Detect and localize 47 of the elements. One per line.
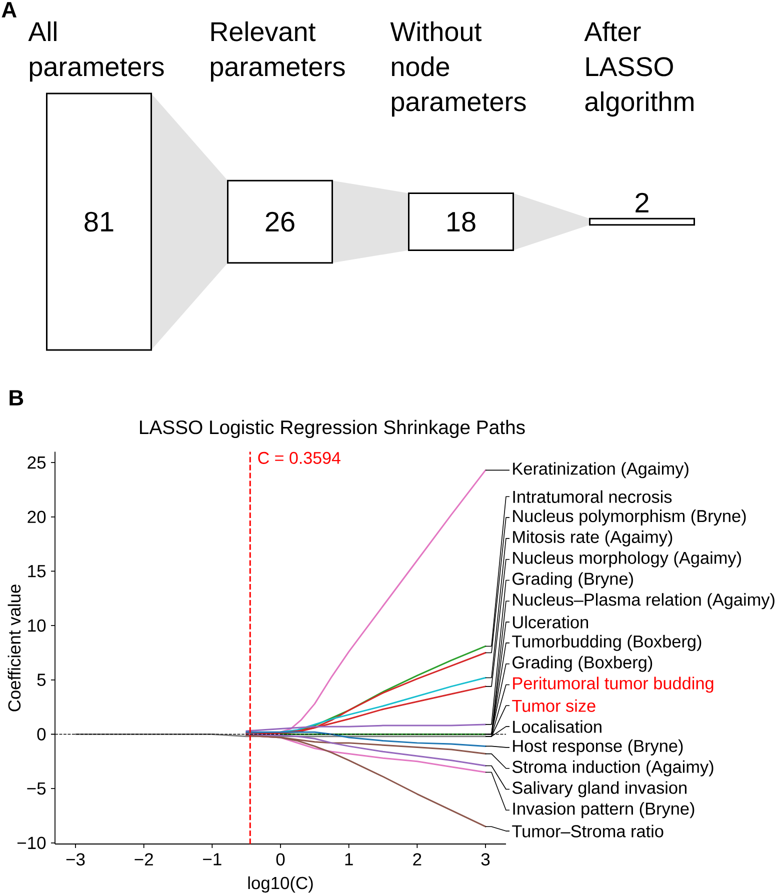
- series-label: Localisation: [513, 720, 602, 733]
- y-tick-label: −10: [17, 836, 46, 850]
- data-label: 2: [636, 192, 648, 212]
- text: Nucleus morphology (Agaimy): [513, 551, 741, 568]
- x-tick-label: −2: [134, 853, 153, 866]
- text: Mitosis rate (Agaimy): [513, 530, 672, 546]
- series-label: Host response (Bryne): [513, 739, 683, 756]
- text: Grading (Bryne): [512, 572, 633, 588]
- category-label: Relevant parameters: [210, 21, 345, 82]
- x-tick-label: −3: [66, 853, 85, 866]
- category-label: Without node parameters: [390, 21, 526, 117]
- y-tick-label: 20: [28, 510, 46, 524]
- chart-title: LASSO Logistic Regression Shrinkage Paths: [140, 420, 525, 438]
- y-tick-label: 0: [37, 728, 46, 740]
- x-tick-label: −1: [203, 853, 222, 866]
- legend-label: Peritumoral tumor budding: [513, 676, 714, 693]
- series-label: Keratinization (Agaimy): [513, 462, 688, 478]
- y-tick-label: 5: [37, 674, 46, 686]
- data-label: 81: [84, 212, 114, 232]
- text: Invasion pattern (Bryne): [513, 802, 694, 818]
- data-label: 26: [266, 212, 294, 232]
- y-tick-label: 15: [28, 565, 46, 578]
- y-tick-label: 25: [28, 456, 46, 469]
- text: B: [10, 390, 24, 406]
- series-label: Salivary gland invasion: [512, 781, 686, 798]
- y-axis-title: Coefficient value: [8, 584, 21, 712]
- text: Tumorbudding (Boxberg): [512, 634, 702, 651]
- series-label: Stroma induction (Agaimy): [512, 760, 714, 776]
- x-axis-title: log10(C): [248, 876, 313, 893]
- text: Ulceration: [513, 616, 588, 628]
- category-label: All parameters: [28, 21, 164, 82]
- text: Grading (Boxberg): [512, 656, 652, 672]
- y-tick-label: −5: [27, 782, 46, 795]
- text: A: [2, 2, 17, 18]
- x-tick-label: 1: [345, 853, 353, 866]
- text: Nucleus polymorphism (Bryne): [513, 510, 746, 526]
- category-label: After LASSO algorithm: [584, 21, 694, 117]
- series-label: Tumor–Stroma ratio: [512, 824, 664, 838]
- legend-label: Tumor size: [512, 699, 596, 712]
- data-label: 18: [448, 212, 476, 232]
- x-tick-label: 2: [413, 853, 422, 866]
- x-tick-label: 0: [276, 853, 285, 866]
- x-tick-label: 3: [481, 853, 490, 866]
- text: Intratumoral necrosis: [513, 490, 672, 503]
- text: Nucleus–Plasma relation (Agaimy): [513, 593, 774, 610]
- y-tick-label: 10: [28, 619, 46, 632]
- annotation: C = 0.3594: [258, 452, 340, 464]
